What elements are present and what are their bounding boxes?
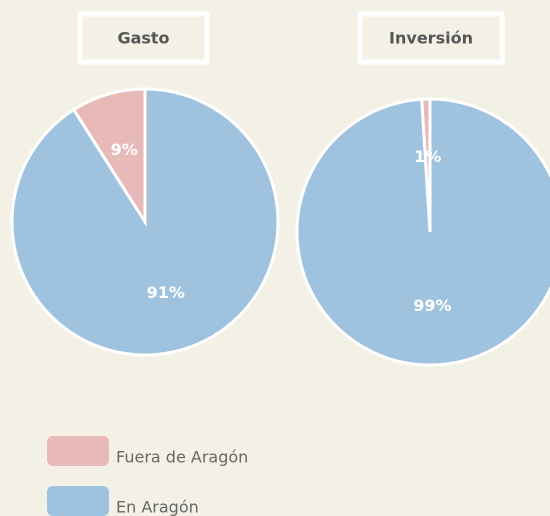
- legend-label: Fuera de Aragón: [116, 448, 248, 467]
- value-label: 91%: [147, 283, 185, 302]
- chart-title: Gasto: [117, 29, 169, 48]
- legend-swatch: [47, 436, 109, 466]
- chart-title: Inversión: [389, 29, 473, 48]
- value-label: 1%: [414, 147, 441, 166]
- title-box: [357, 11, 505, 65]
- title-box: [77, 11, 210, 65]
- value-label: 99%: [413, 296, 451, 315]
- pie-slice: [295, 97, 550, 367]
- pie-slice: [10, 87, 280, 357]
- legend-swatch: [47, 486, 109, 516]
- value-label: 9%: [111, 140, 138, 159]
- legend-label: En Aragón: [116, 498, 199, 516]
